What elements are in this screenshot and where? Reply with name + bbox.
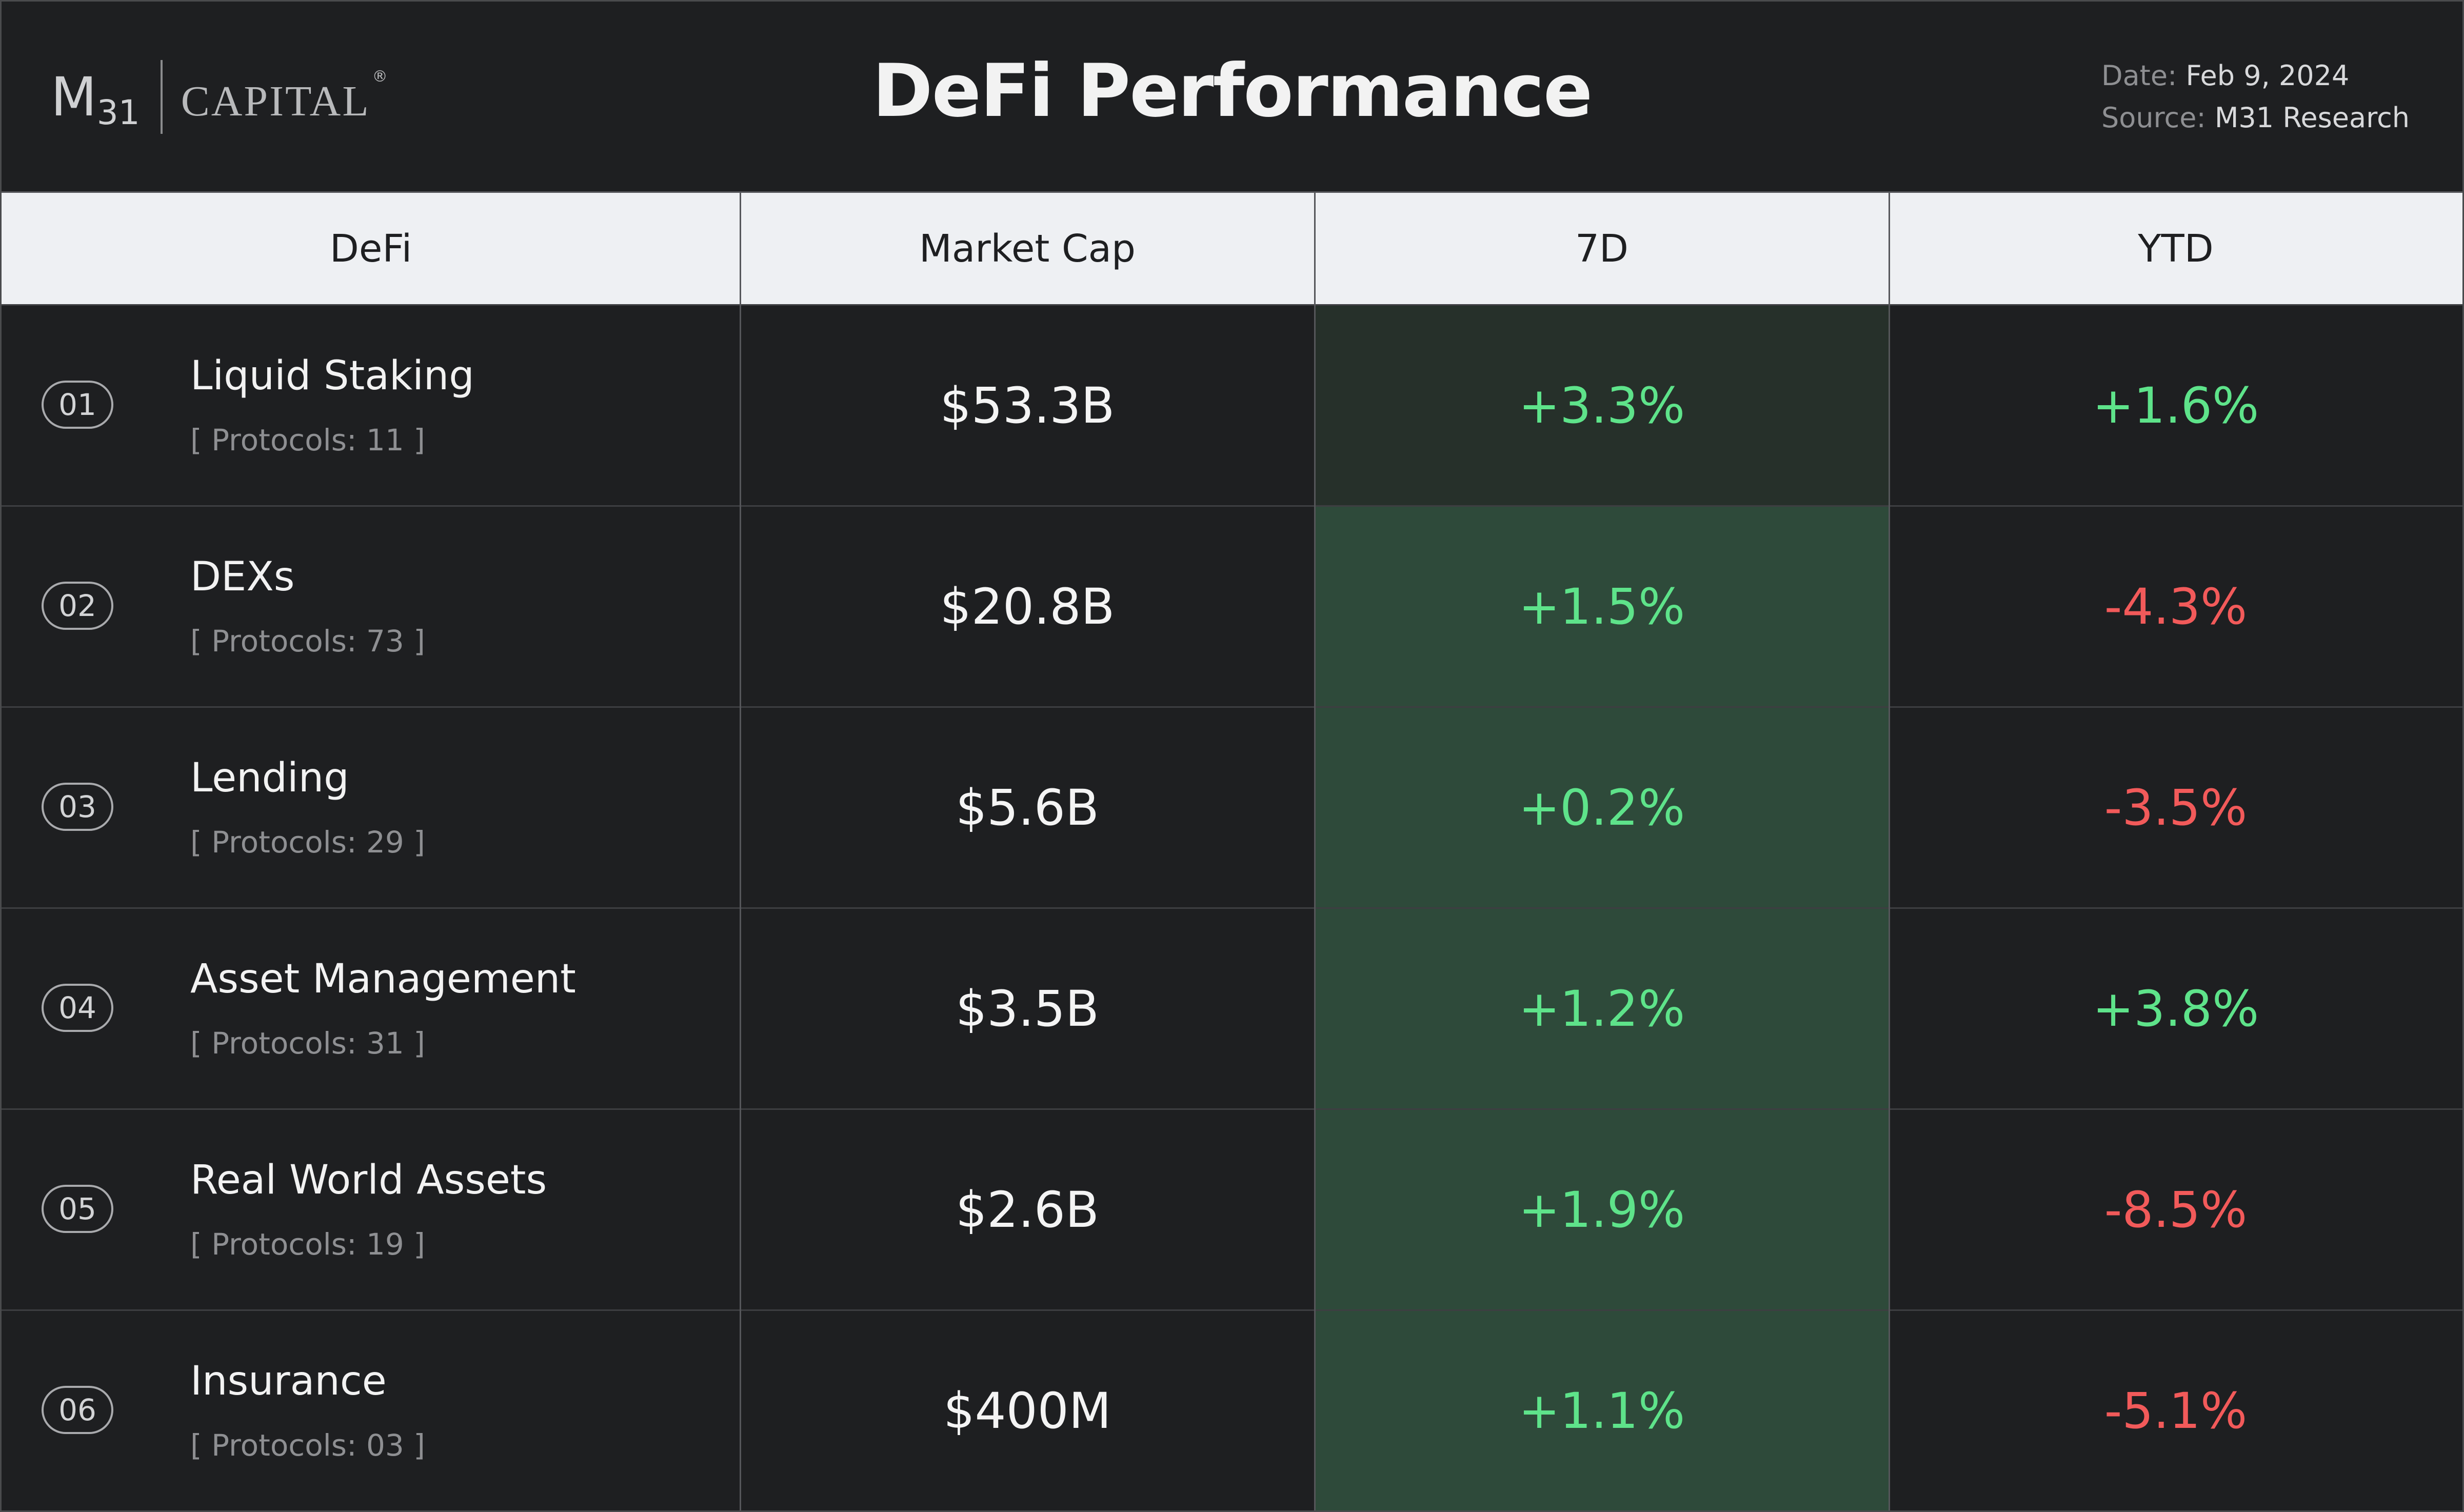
cell-market-cap: $53.3B bbox=[740, 306, 1315, 505]
cell-ytd: -4.3% bbox=[1889, 507, 2462, 706]
market-cap-value: $53.3B bbox=[940, 376, 1115, 434]
date-label: Date: bbox=[2101, 59, 2177, 92]
protocol-count: [ Protocols: 11 ] bbox=[190, 423, 425, 457]
protocol-count: [ Protocols: 29 ] bbox=[190, 825, 425, 860]
change-7d-value: +1.9% bbox=[1518, 1181, 1685, 1239]
logo-subscript: 31 bbox=[96, 92, 140, 132]
row-index-badge: 04 bbox=[42, 984, 113, 1032]
cell-7d: +1.5% bbox=[1315, 507, 1889, 706]
logo-capital: CAPITAL bbox=[181, 77, 370, 125]
category-name: Real World Assets bbox=[190, 1157, 547, 1203]
column-header-ytd: YTD bbox=[2138, 226, 2214, 271]
cell-market-cap: $5.6B bbox=[740, 708, 1315, 907]
date-line: Date: Feb 9, 2024 bbox=[2101, 55, 2410, 97]
cell-7d: +3.3% bbox=[1315, 306, 1889, 505]
column-header-market-cap: Market Cap bbox=[919, 226, 1136, 271]
change-7d-value: +1.1% bbox=[1518, 1382, 1685, 1440]
header: M 31 CAPITAL ® DeFi Performance Date: Fe… bbox=[2, 2, 2462, 191]
m31-capital-logo: M 31 CAPITAL ® bbox=[51, 51, 388, 143]
change-7d-value: +1.2% bbox=[1518, 980, 1685, 1038]
table-header-row: DeFi Market Cap 7D YTD bbox=[2, 191, 2462, 304]
cell-ytd: -8.5% bbox=[1889, 1110, 2462, 1309]
source-label: Source: bbox=[2101, 102, 2206, 134]
cell-ytd: +1.6% bbox=[1889, 306, 2462, 505]
cell-ytd: -5.1% bbox=[1889, 1311, 2462, 1510]
protocol-count: [ Protocols: 31 ] bbox=[190, 1026, 425, 1061]
table-row: 05 Real World Assets [ Protocols: 19 ] $2.6… bbox=[2, 1108, 2462, 1309]
cell-market-cap: $3.5B bbox=[740, 909, 1315, 1108]
change-ytd-value: -4.3% bbox=[2104, 578, 2248, 635]
category-name: DEXs bbox=[190, 554, 295, 600]
logo-divider bbox=[160, 60, 163, 134]
cell-defi: 06 Insurance [ Protocols: 03 ] bbox=[2, 1311, 740, 1510]
category-name: Insurance bbox=[190, 1358, 387, 1404]
protocol-count: [ Protocols: 73 ] bbox=[190, 624, 425, 659]
table-row: 06 Insurance [ Protocols: 03 ] $400M +1.1% -5… bbox=[2, 1309, 2462, 1510]
change-ytd-value: -5.1% bbox=[2104, 1382, 2248, 1440]
protocol-count: [ Protocols: 03 ] bbox=[190, 1428, 425, 1463]
table-row: 04 Asset Management [ Protocols: 31 ] $3.5B… bbox=[2, 907, 2462, 1108]
category-name: Asset Management bbox=[190, 956, 576, 1002]
table-row: 03 Lending [ Protocols: 29 ] $5.6B +0.2% -3.5… bbox=[2, 706, 2462, 907]
column-header-defi: DeFi bbox=[329, 226, 412, 271]
column-divider bbox=[1314, 191, 1316, 1510]
category-name: Lending bbox=[190, 755, 349, 801]
row-index-badge: 06 bbox=[42, 1386, 113, 1434]
date-value: Feb 9, 2024 bbox=[2185, 59, 2350, 92]
row-index-badge: 01 bbox=[42, 381, 113, 429]
logo-m: M bbox=[51, 66, 97, 128]
market-cap-value: $3.5B bbox=[956, 980, 1099, 1038]
cell-7d: +1.1% bbox=[1315, 1311, 1889, 1510]
cell-market-cap: $20.8B bbox=[740, 507, 1315, 706]
column-divider bbox=[1889, 191, 1890, 1510]
column-divider bbox=[740, 191, 741, 1510]
cell-market-cap: $400M bbox=[740, 1311, 1315, 1510]
change-ytd-value: +3.8% bbox=[2092, 980, 2259, 1038]
row-index-badge: 05 bbox=[42, 1185, 113, 1233]
registered-mark: ® bbox=[372, 67, 388, 86]
cell-7d: +1.2% bbox=[1315, 909, 1889, 1108]
row-index-badge: 03 bbox=[42, 783, 113, 831]
change-7d-value: +1.5% bbox=[1518, 578, 1685, 635]
change-ytd-value: +1.6% bbox=[2092, 376, 2259, 434]
cell-defi: 02 DEXs [ Protocols: 73 ] bbox=[2, 507, 740, 706]
table-row: 02 DEXs [ Protocols: 73 ] $20.8B +1.5% -4.3% bbox=[2, 505, 2462, 706]
cell-market-cap: $2.6B bbox=[740, 1110, 1315, 1309]
cell-defi: 03 Lending [ Protocols: 29 ] bbox=[2, 708, 740, 907]
cell-ytd: -3.5% bbox=[1889, 708, 2462, 907]
cell-7d: +1.9% bbox=[1315, 1110, 1889, 1309]
defi-table: DeFi Market Cap 7D YTD 01 Liquid Staking [… bbox=[2, 191, 2462, 1510]
market-cap-value: $400M bbox=[943, 1382, 1111, 1440]
change-ytd-value: -3.5% bbox=[2104, 779, 2248, 837]
cell-ytd: +3.8% bbox=[1889, 909, 2462, 1108]
change-7d-value: +3.3% bbox=[1518, 376, 1685, 434]
protocol-count: [ Protocols: 19 ] bbox=[190, 1227, 425, 1262]
source-line: Source: M31 Research bbox=[2101, 97, 2410, 139]
change-7d-value: +0.2% bbox=[1518, 779, 1685, 837]
table-row: 01 Liquid Staking [ Protocols: 11 ] $53.3B +… bbox=[2, 304, 2462, 505]
row-index-badge: 02 bbox=[42, 582, 113, 630]
meta-info: Date: Feb 9, 2024 Source: M31 Research bbox=[2101, 55, 2410, 139]
cell-7d: +0.2% bbox=[1315, 708, 1889, 907]
cell-defi: 01 Liquid Staking [ Protocols: 11 ] bbox=[2, 306, 740, 505]
source-value: M31 Research bbox=[2214, 102, 2410, 134]
category-name: Liquid Staking bbox=[190, 353, 474, 399]
page-title: DeFi Performance bbox=[872, 49, 1593, 133]
column-header-7d: 7D bbox=[1575, 226, 1629, 271]
cell-defi: 05 Real World Assets [ Protocols: 19 ] bbox=[2, 1110, 740, 1309]
cell-defi: 04 Asset Management [ Protocols: 31 ] bbox=[2, 909, 740, 1108]
market-cap-value: $5.6B bbox=[956, 779, 1099, 837]
market-cap-value: $20.8B bbox=[940, 578, 1115, 635]
change-ytd-value: -8.5% bbox=[2104, 1181, 2248, 1239]
market-cap-value: $2.6B bbox=[956, 1181, 1099, 1239]
